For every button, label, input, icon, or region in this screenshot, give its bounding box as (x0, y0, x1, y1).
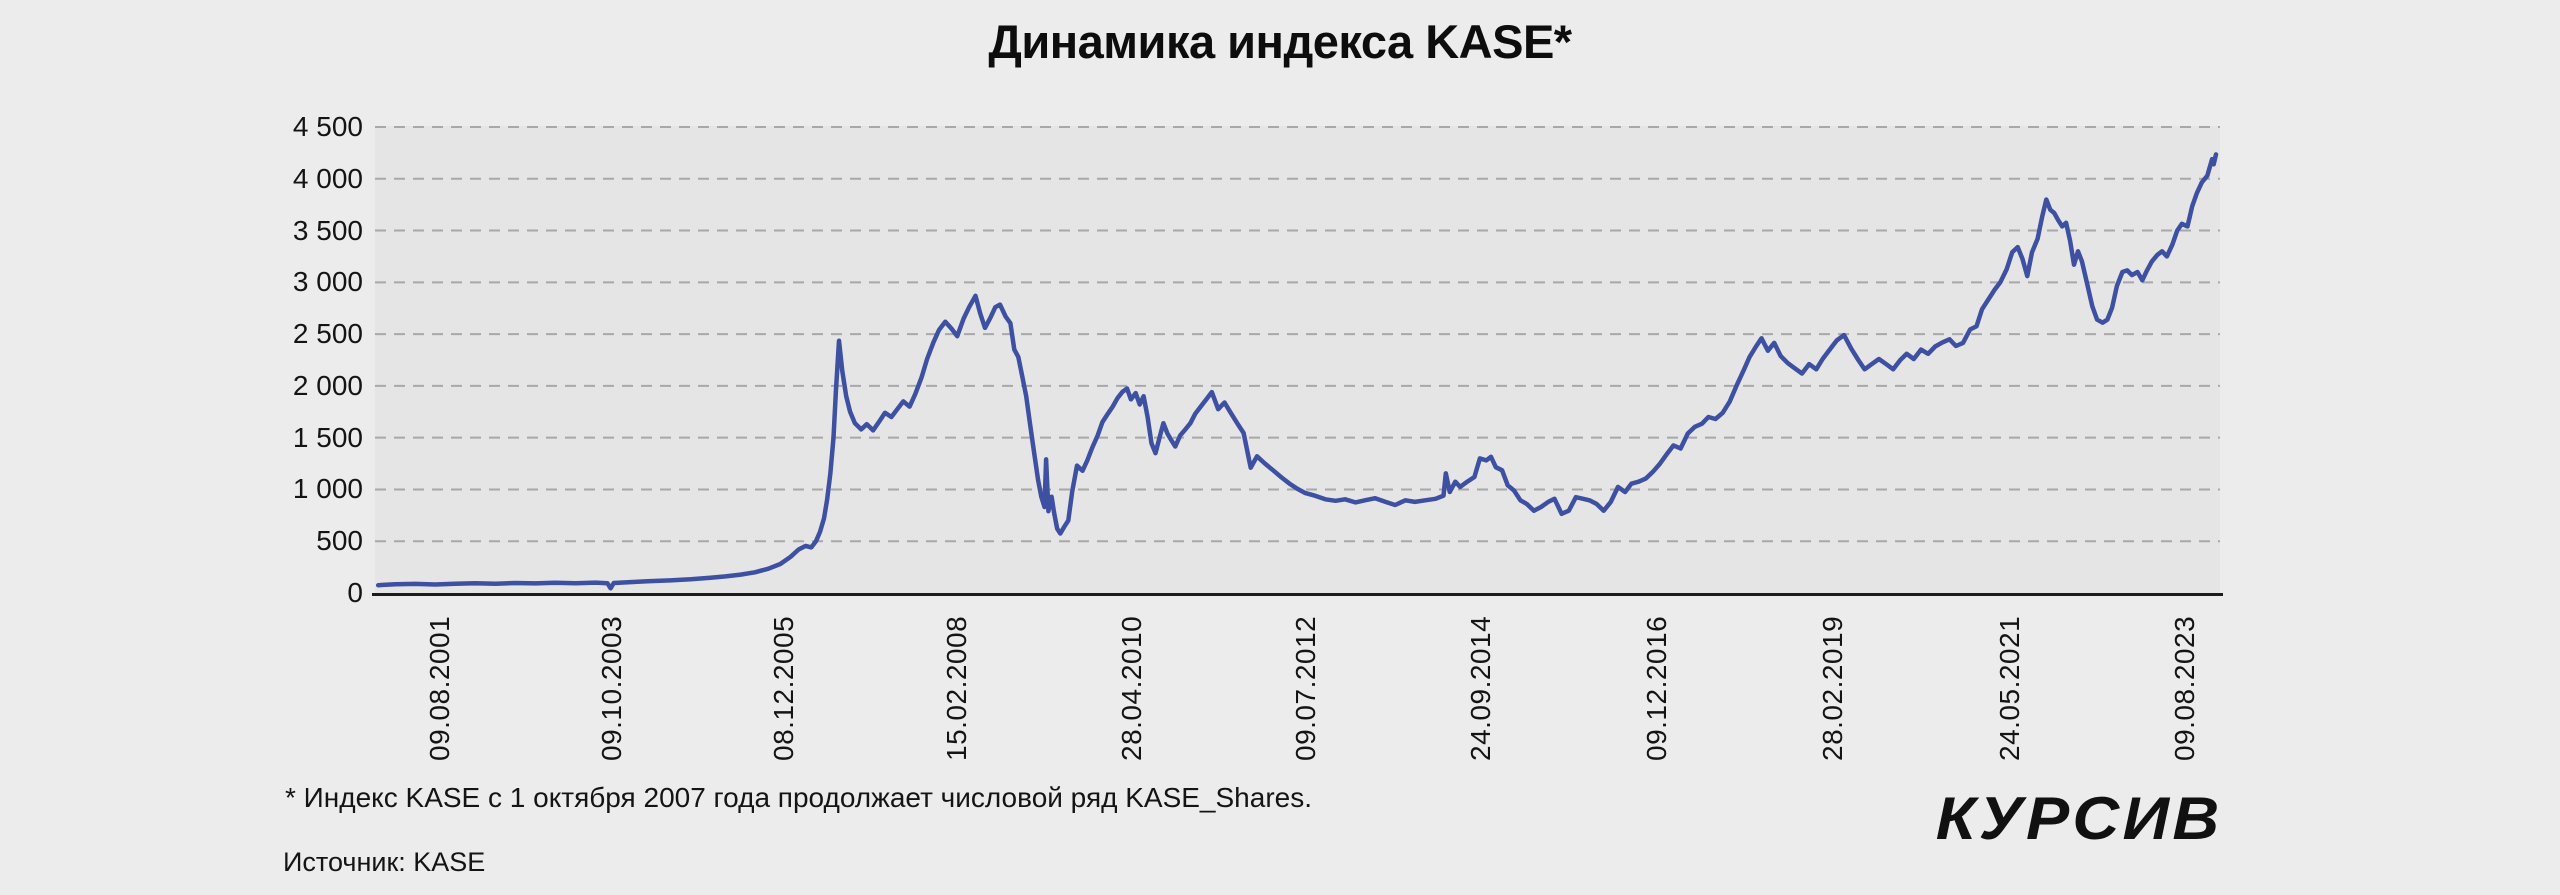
source-label: Источник: KASE (283, 847, 486, 877)
y-tick-label: 1 000 (292, 473, 363, 505)
y-tick-label: 4 000 (292, 162, 363, 194)
y-tick-label: 4 500 (292, 111, 363, 142)
y-tick-label: 1 500 (292, 421, 363, 453)
y-tick-label: 2 500 (292, 318, 363, 350)
x-tick-label: 28.02.2019 (1816, 615, 1848, 761)
x-tick-label: 09.10.2003 (595, 615, 627, 761)
y-tick-label: 3 000 (292, 266, 363, 298)
x-tick-label: 15.02.2008 (941, 615, 972, 761)
footnote: * Индекс KASE с 1 октября 2007 года прод… (285, 782, 1312, 813)
x-tick-label: 09.08.2023 (2168, 615, 2200, 761)
x-tick-label: 09.08.2001 (423, 615, 455, 761)
chart-title: Динамика индекса KASE* (988, 15, 1572, 68)
kase-index-series-line (375, 152, 2219, 591)
y-tick-label: 2 000 (292, 369, 363, 401)
x-tick-label: 08.12.2005 (768, 615, 800, 761)
x-tick-label: 28.04.2010 (1115, 615, 1147, 761)
y-tick-label: 0 (347, 577, 363, 608)
y-tick-label: 3 500 (292, 214, 363, 246)
x-tick-label: 09.07.2012 (1290, 615, 1322, 761)
x-tick-label: 24.05.2021 (1993, 615, 2025, 761)
kursiv-logo: КУРСИВ (1935, 785, 2222, 852)
y-tick-label: 500 (316, 525, 363, 557)
x-tick-label: 09.12.2016 (1640, 615, 1672, 761)
x-tick-label: 24.09.2014 (1465, 615, 1497, 761)
